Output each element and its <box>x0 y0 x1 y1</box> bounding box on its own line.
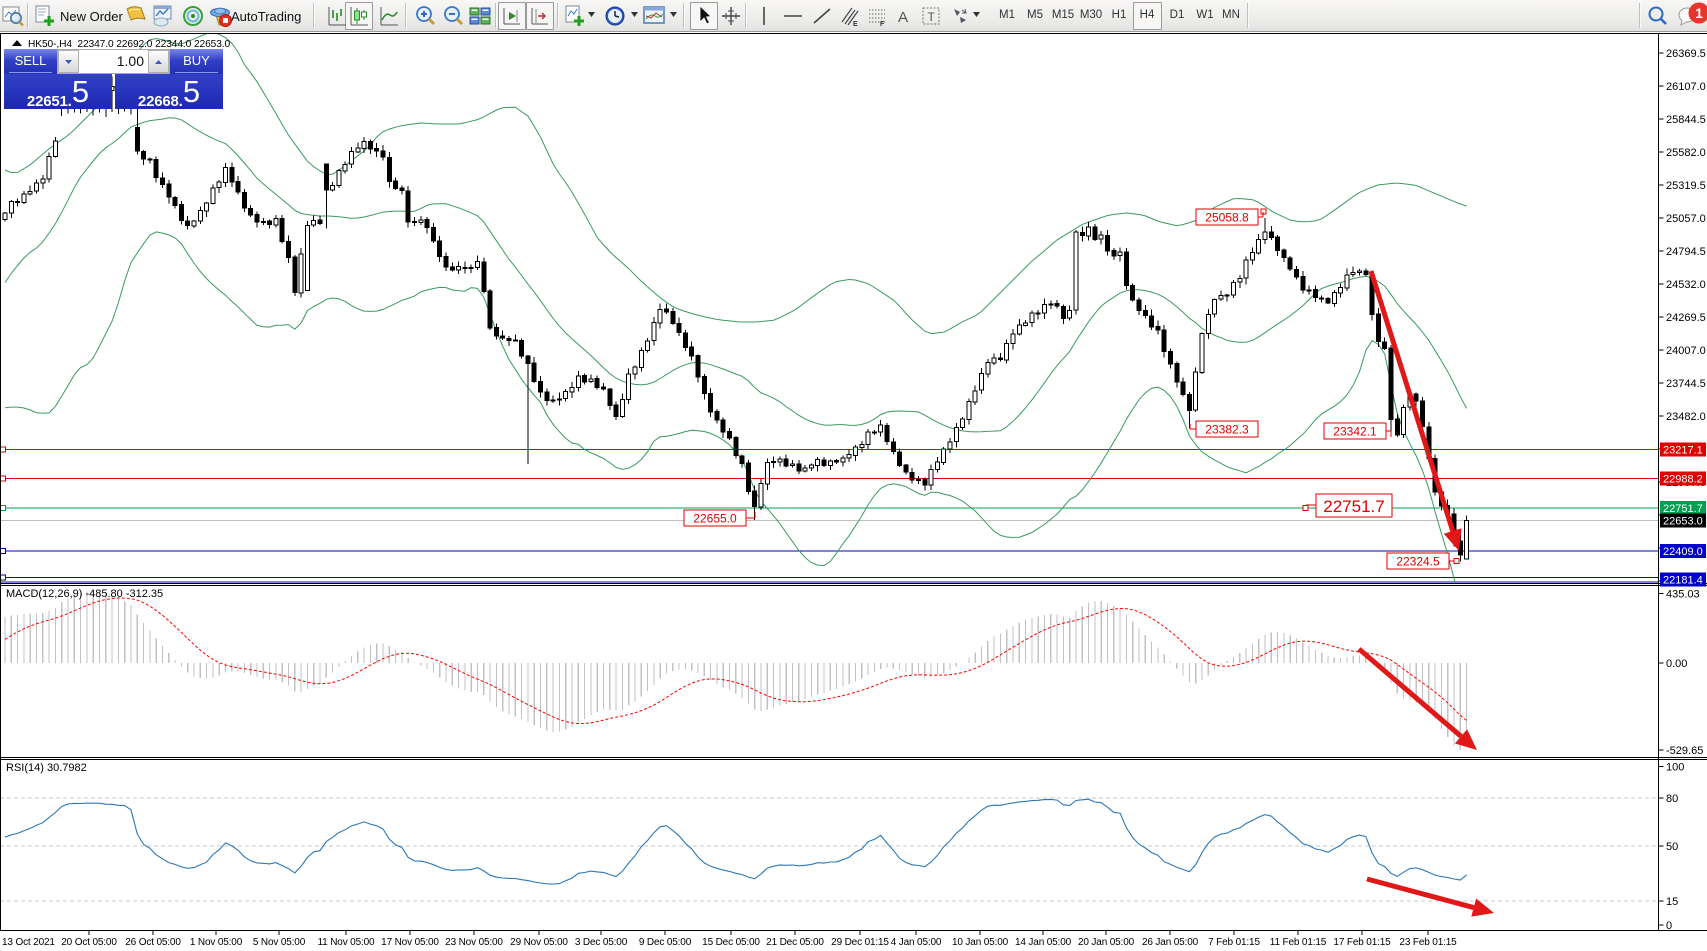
svg-text:23342.1: 23342.1 <box>1333 424 1377 438</box>
svg-text:25319.5: 25319.5 <box>1666 180 1706 192</box>
svg-text:26 Jan 05:00: 26 Jan 05:00 <box>1142 937 1199 948</box>
svg-text:0: 0 <box>1666 920 1672 932</box>
svg-text:15 Dec 05:00: 15 Dec 05:00 <box>702 937 760 948</box>
svg-text:24269.5: 24269.5 <box>1666 312 1706 324</box>
svg-text:14 Jan 05:00: 14 Jan 05:00 <box>1015 937 1072 948</box>
svg-text:23217.1: 23217.1 <box>1663 445 1703 457</box>
svg-text:F: F <box>880 21 885 28</box>
svg-text:26107.0: 26107.0 <box>1666 81 1706 93</box>
svg-text:3 Dec 05:00: 3 Dec 05:00 <box>575 937 628 948</box>
svg-text:10 Jan 05:00: 10 Jan 05:00 <box>952 937 1009 948</box>
svg-text:MACD(12,26,9) -485.80 -312.35: MACD(12,26,9) -485.80 -312.35 <box>6 588 163 600</box>
svg-text:RSI(14) 30.7982: RSI(14) 30.7982 <box>6 762 87 774</box>
svg-text:22988.2: 22988.2 <box>1663 473 1703 485</box>
svg-text:22324.5: 22324.5 <box>1396 554 1440 568</box>
svg-text:50: 50 <box>1666 841 1678 853</box>
svg-text:4 Jan 05:00: 4 Jan 05:00 <box>891 937 942 948</box>
svg-text:5 Nov 05:00: 5 Nov 05:00 <box>253 937 306 948</box>
svg-text:23382.3: 23382.3 <box>1205 422 1249 436</box>
svg-text:22751.7: 22751.7 <box>1663 503 1703 515</box>
svg-text:23 Nov 05:00: 23 Nov 05:00 <box>445 937 503 948</box>
svg-text:22409.0: 22409.0 <box>1663 546 1703 558</box>
svg-text:25582.0: 25582.0 <box>1666 147 1706 159</box>
svg-text:-529.65: -529.65 <box>1666 745 1703 757</box>
svg-text:11 Feb 01:15: 11 Feb 01:15 <box>1270 937 1327 948</box>
svg-text:25058.8: 25058.8 <box>1205 210 1249 224</box>
svg-text:29 Dec 01:15: 29 Dec 01:15 <box>831 937 889 948</box>
svg-text:26 Oct 05:00: 26 Oct 05:00 <box>125 937 181 948</box>
svg-text:29 Nov 05:00: 29 Nov 05:00 <box>510 937 568 948</box>
svg-text:20 Oct 05:00: 20 Oct 05:00 <box>61 937 117 948</box>
svg-text:17 Feb 01:15: 17 Feb 01:15 <box>1333 937 1391 948</box>
svg-text:17 Nov 05:00: 17 Nov 05:00 <box>381 937 439 948</box>
svg-text:435.03: 435.03 <box>1666 589 1700 601</box>
svg-text:T: T <box>928 10 936 24</box>
svg-text:23482.0: 23482.0 <box>1666 411 1706 423</box>
svg-text:25844.5: 25844.5 <box>1666 114 1706 126</box>
svg-text:25057.0: 25057.0 <box>1666 213 1706 225</box>
svg-text:23 Feb 01:15: 23 Feb 01:15 <box>1399 937 1457 948</box>
svg-text:13 Oct 2021: 13 Oct 2021 <box>2 937 55 948</box>
svg-text:HK50-,H4 22347.0 22692.0 2234: HK50-,H4 22347.0 22692.0 22344.0 22653.0 <box>28 39 231 50</box>
svg-text:15: 15 <box>1666 896 1678 908</box>
svg-text:1: 1 <box>1695 5 1703 21</box>
svg-text:1 Nov 05:00: 1 Nov 05:00 <box>190 937 243 948</box>
svg-text:20 Jan 05:00: 20 Jan 05:00 <box>1078 937 1135 948</box>
svg-text:23744.5: 23744.5 <box>1666 378 1706 390</box>
svg-text:24794.5: 24794.5 <box>1666 246 1706 258</box>
svg-text:24532.0: 24532.0 <box>1666 279 1706 291</box>
svg-text:24007.0: 24007.0 <box>1666 345 1706 357</box>
svg-text:80: 80 <box>1666 793 1678 805</box>
svg-text:22751.7: 22751.7 <box>1323 497 1384 516</box>
svg-text:E: E <box>853 21 858 28</box>
svg-text:22655.0: 22655.0 <box>693 511 737 525</box>
svg-text:21 Dec 05:00: 21 Dec 05:00 <box>766 937 824 948</box>
svg-text:A: A <box>898 9 908 26</box>
svg-text:26369.5: 26369.5 <box>1666 48 1706 60</box>
svg-text:11 Nov 05:00: 11 Nov 05:00 <box>318 937 376 948</box>
svg-text:22181.4: 22181.4 <box>1663 575 1703 587</box>
svg-text:9 Dec 05:00: 9 Dec 05:00 <box>639 937 692 948</box>
svg-text:7 Feb 01:15: 7 Feb 01:15 <box>1208 937 1260 948</box>
svg-text:22653.0: 22653.0 <box>1663 515 1703 527</box>
svg-text:100: 100 <box>1666 762 1684 774</box>
svg-text:0.00: 0.00 <box>1666 658 1687 670</box>
